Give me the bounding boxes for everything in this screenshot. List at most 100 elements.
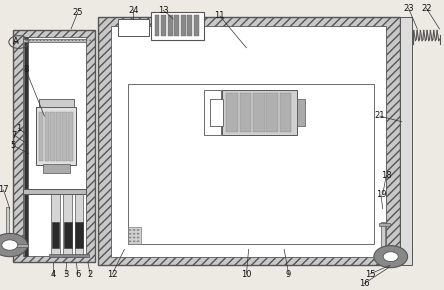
Circle shape (133, 229, 135, 231)
Bar (39, 112, 43, 161)
Bar (6, 207, 9, 245)
Bar (111, 26, 386, 257)
Circle shape (61, 40, 63, 41)
Circle shape (50, 40, 52, 41)
Bar (240, 93, 251, 132)
Circle shape (2, 240, 18, 250)
Bar (24, 37, 28, 256)
Bar (43, 164, 70, 173)
Bar (68, 112, 73, 161)
Text: 2: 2 (87, 269, 93, 279)
Bar (36, 107, 76, 165)
Circle shape (137, 237, 139, 238)
Bar (155, 15, 159, 36)
Circle shape (40, 40, 41, 41)
Text: 12: 12 (107, 269, 118, 279)
Circle shape (129, 233, 131, 235)
Bar (98, 17, 400, 265)
Bar (128, 227, 141, 244)
Circle shape (129, 240, 131, 242)
Bar (187, 15, 192, 36)
Text: 10: 10 (241, 269, 252, 279)
Circle shape (47, 40, 48, 41)
Text: 19: 19 (376, 190, 386, 200)
Text: 5: 5 (11, 141, 16, 150)
Circle shape (71, 40, 73, 41)
Text: 18: 18 (381, 171, 392, 180)
Circle shape (383, 252, 398, 262)
Bar (75, 194, 83, 257)
Bar (63, 194, 72, 257)
Text: 16: 16 (359, 279, 369, 288)
Circle shape (93, 40, 95, 41)
Text: 6: 6 (75, 269, 80, 279)
Circle shape (43, 40, 45, 41)
Circle shape (137, 240, 139, 242)
Circle shape (68, 40, 70, 41)
Bar (75, 222, 83, 248)
Text: 21: 21 (374, 111, 385, 121)
Bar (62, 112, 67, 161)
Circle shape (64, 40, 66, 41)
Circle shape (29, 40, 31, 41)
Bar (151, 12, 204, 40)
Bar (253, 93, 265, 132)
Bar (13, 30, 95, 262)
Circle shape (32, 40, 34, 41)
Bar (23, 39, 86, 42)
Circle shape (36, 40, 38, 41)
Bar (44, 112, 49, 161)
Bar (120, 78, 382, 249)
Bar (174, 15, 179, 36)
Circle shape (0, 233, 28, 257)
Circle shape (133, 240, 135, 242)
Bar (23, 37, 86, 256)
Text: 24: 24 (128, 6, 139, 15)
Bar (381, 222, 385, 257)
Bar (23, 189, 86, 194)
Text: 1: 1 (16, 124, 21, 133)
Bar (52, 222, 59, 248)
Circle shape (137, 229, 139, 231)
Circle shape (25, 40, 27, 41)
Text: 23: 23 (403, 3, 414, 13)
Bar (222, 90, 297, 135)
Bar (128, 84, 374, 244)
Bar (204, 90, 221, 135)
Bar (400, 17, 412, 265)
Circle shape (57, 40, 59, 41)
Bar (118, 19, 149, 36)
Bar (56, 112, 61, 161)
Text: 15: 15 (365, 269, 375, 279)
Text: 17: 17 (0, 185, 9, 195)
Circle shape (79, 40, 80, 41)
Text: 22: 22 (421, 3, 432, 13)
Circle shape (89, 40, 91, 41)
Bar (210, 99, 223, 126)
Bar (297, 99, 305, 126)
Circle shape (133, 237, 135, 238)
Circle shape (86, 40, 87, 41)
Circle shape (75, 40, 77, 41)
Text: 11: 11 (214, 11, 225, 21)
Bar (51, 194, 60, 257)
Circle shape (82, 40, 84, 41)
Circle shape (374, 246, 408, 268)
Bar (10, 244, 28, 247)
Bar (266, 93, 278, 132)
Text: 9: 9 (286, 269, 291, 279)
Bar (379, 223, 390, 226)
Bar (226, 93, 238, 132)
Text: A: A (13, 37, 18, 46)
Circle shape (129, 229, 131, 231)
Text: 7: 7 (12, 130, 17, 140)
Bar (51, 112, 55, 161)
Text: 3: 3 (63, 269, 68, 279)
Bar (49, 254, 89, 257)
Bar (161, 15, 166, 36)
Bar (151, 14, 204, 20)
Circle shape (133, 233, 135, 235)
Circle shape (137, 233, 139, 235)
Text: 4: 4 (51, 269, 56, 279)
Text: 8: 8 (23, 65, 28, 74)
